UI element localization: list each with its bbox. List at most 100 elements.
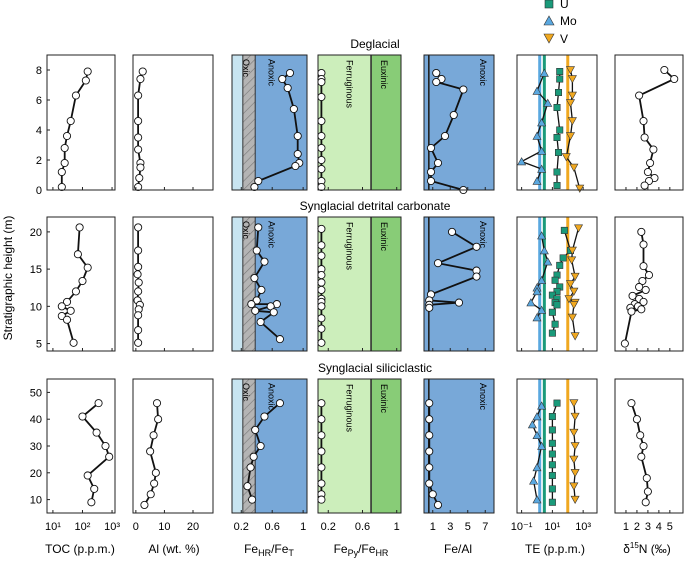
legend-u-marker [544,0,554,9]
x-tick-label-feal-0: 1 [430,521,436,533]
point-al-data-siliciclastic-2 [149,431,158,440]
point-toc-data-siliciclastic-6 [90,484,99,493]
point-fehr-data-deglacial-7 [291,161,300,171]
point-te-v-deglacial-1 [567,75,577,84]
x-tick-label-toc-0: 10¹ [45,521,61,533]
point-al-data-detrital-carbonate-0 [134,223,143,232]
point-toc-data-detrital-carbonate-9 [62,315,72,324]
column-label-te: TE (p.p.m.) [525,542,585,556]
point-toc-data-detrital-carbonate-3 [78,276,87,286]
point-fehr-data-detrital-carbonate-12 [275,335,284,344]
point-fehr-data-siliciclastic-3 [256,441,265,451]
oxic-zone-detrital-carbonate [232,217,243,351]
y-tick-label-siliciclastic-4: 50 [30,387,42,399]
oxic-label-detrital-carbonate: Oxic [241,221,251,240]
point-al-data-detrital-carbonate-2 [134,262,143,271]
point-te-u-detrital-carbonate-13 [551,320,559,328]
x-tick-label-feal-2: 5 [465,521,471,533]
y-tick-label-siliciclastic-1: 20 [30,468,42,480]
point-fepy-data-deglacial-2 [317,77,326,87]
point-te-mo-detrital-carbonate-0 [537,231,547,240]
x-tick-label-al-1: 10 [158,521,170,533]
point-toc-data-detrital-carbonate-5 [62,297,72,306]
legend-v-label: V [560,32,568,46]
point-al-data-siliciclastic-0 [152,399,162,408]
point-te-u-siliciclastic-0 [553,399,561,407]
anoxic-label-feal-siliciclastic: Anoxic [478,383,488,411]
point-te-u-siliciclastic-5 [548,461,556,469]
point-fehr-data-deglacial-0 [285,68,295,78]
point-te-v-detrital-carbonate-4 [565,280,575,289]
panel-frame-feal-deglacial [423,54,495,191]
point-al-data-siliciclastic-7 [140,500,149,510]
point-te-u-siliciclastic-3 [548,439,556,447]
point-fehr-data-siliciclastic-6 [243,482,252,491]
point-fehr-data-detrital-carbonate-6 [247,300,256,309]
point-te-v-siliciclastic-0 [569,399,579,408]
point-fehr-data-detrital-carbonate-1 [252,246,261,255]
x-tick-label-te-1: 10¹ [544,521,560,533]
x-tick-label-d15n-3: 4 [656,521,662,533]
ferruginous-label-deglacial: Ferruginous [345,60,355,109]
point-te-v-detrital-carbonate-10 [570,332,580,341]
panel-frame-al-siliciclastic [132,378,214,514]
point-fepy-data-detrital-carbonate-1 [317,241,326,250]
point-te-v-deglacial-2 [567,91,577,100]
panel-frame-fehr-deglacial [231,54,308,191]
point-te-u-siliciclastic-2 [548,426,556,434]
point-te-v-siliciclastic-6 [569,482,579,491]
point-te-mo-siliciclastic-4 [537,441,547,450]
point-feal-data-siliciclastic-5 [425,479,434,488]
point-feal-data-siliciclastic-0 [425,399,434,408]
y-tick-label-detrital-carbonate-0: 5 [36,339,42,351]
point-te-u-detrital-carbonate-5 [551,276,559,284]
panel-frame-te-detrital-carbonate [516,216,598,352]
point-te-mo-detrital-carbonate-7 [537,305,547,314]
point-d15n-data-deglacial-2 [635,91,644,100]
point-te-v-siliciclastic-2 [569,428,579,438]
point-al-data-detrital-carbonate-1 [134,246,143,255]
point-te-mo-deglacial-5 [537,146,547,155]
point-d15n-data-siliciclastic-3 [639,441,648,451]
series-line-d15n-data-deglacial [638,69,676,187]
point-fepy-data-siliciclastic-4 [317,463,326,472]
point-al-data-deglacial-4 [134,133,143,142]
point-te-mo-detrital-carbonate-6 [526,298,536,307]
point-fehr-data-deglacial-8 [254,176,263,186]
point-fehr-data-detrital-carbonate-3 [250,273,259,283]
point-te-v-detrital-carbonate-9 [567,313,577,322]
point-toc-data-siliciclastic-4 [105,452,114,461]
point-te-v-siliciclastic-7 [570,495,580,505]
oxic-zone-deglacial [232,55,243,190]
y-tick-label-siliciclastic-2: 30 [30,441,42,453]
series-line-fehr-data-deglacial [253,72,301,188]
point-al-data-siliciclastic-5 [150,479,159,488]
point-feal-data-deglacial-9 [426,176,436,186]
legend-mo-label: Mo [560,14,577,28]
point-fehr-data-siliciclastic-0 [275,399,284,408]
point-te-mo-siliciclastic-6 [529,476,539,485]
panel-frame-d15n-deglacial [614,54,684,191]
column-label-al: Al (wt. %) [148,542,199,556]
point-al-data-siliciclastic-6 [146,490,155,499]
point-al-data-deglacial-1 [136,74,145,84]
point-feal-data-siliciclastic-3 [425,447,434,456]
equivocal-zone-deglacial [242,55,256,190]
point-fehr-data-deglacial-9 [250,182,259,192]
point-feal-data-siliciclastic-7 [433,500,443,510]
x-tick-label-d15n-2: 3 [645,521,651,533]
point-te-v-deglacial-3 [565,99,575,108]
point-te-u-siliciclastic-6 [548,471,556,479]
point-d15n-data-deglacial-5 [649,145,658,154]
point-fepy-data-detrital-carbonate-4 [317,271,326,280]
anoxic-label-feal-detrital-carbonate: Anoxic [478,221,488,249]
point-fehr-data-detrital-carbonate-5 [252,296,261,305]
panel-frame-d15n-siliciclastic [614,378,684,514]
point-te-u-deglacial-4 [556,126,564,134]
panel-frame-al-deglacial [132,54,214,191]
y-tick-label-deglacial-0: 0 [36,185,42,197]
x-tick-label-feal-3: 7 [482,521,488,533]
point-te-v-siliciclastic-3 [570,442,580,451]
series-line-al-data-deglacial [137,71,144,188]
point-al-data-siliciclastic-3 [146,447,155,456]
